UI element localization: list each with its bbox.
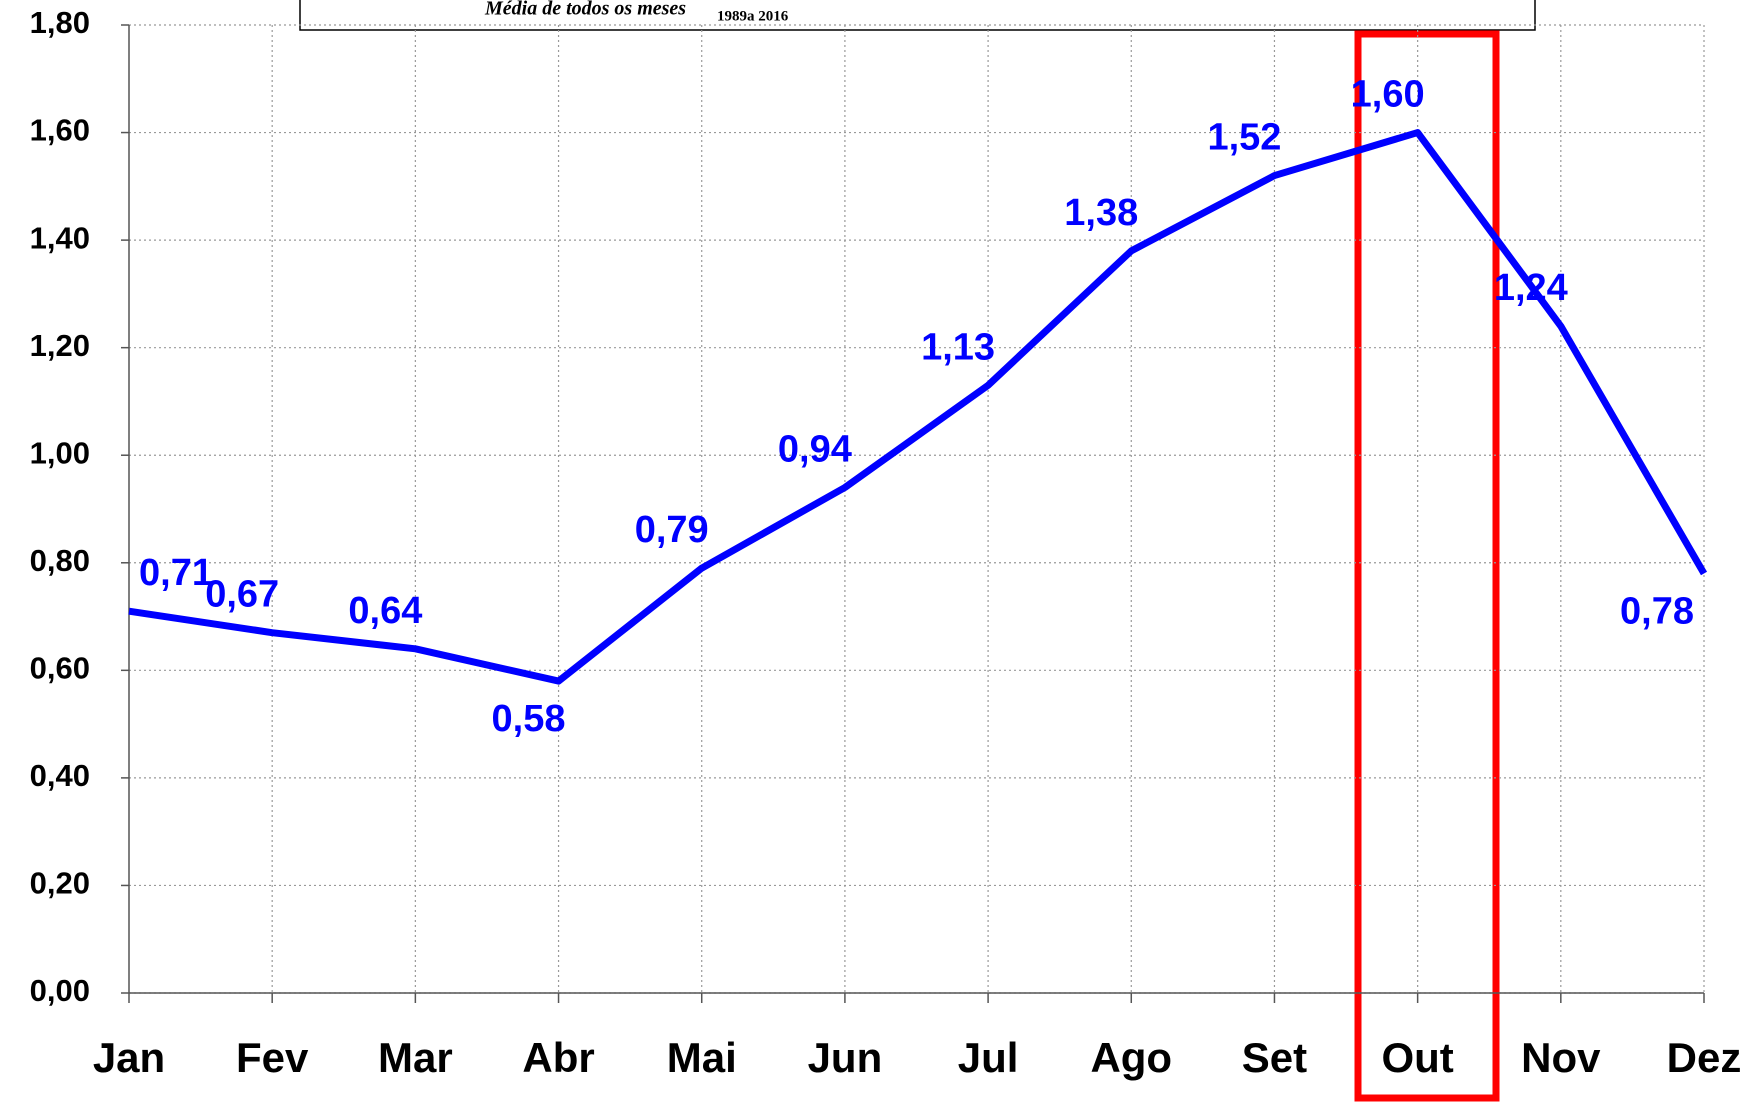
value-label: 0,58 [492,698,566,740]
x-tick-label: Nov [1521,1034,1601,1081]
value-label: 0,94 [778,429,852,471]
x-tick-label: Out [1381,1034,1453,1081]
x-tick-label: Jul [958,1034,1019,1081]
y-tick-label: 0,80 [30,543,90,578]
annotation-subscript: 1989a 2016 [717,8,789,24]
value-label: 0,78 [1620,591,1694,633]
y-tick-label: 0,60 [30,651,90,686]
x-tick-label: Jan [93,1034,165,1081]
x-tick-label: Mai [667,1034,737,1081]
value-label: 1,38 [1064,192,1138,234]
value-label: 1,52 [1207,117,1281,159]
value-label: 1,24 [1494,267,1568,309]
y-tick-label: 0,00 [30,973,90,1008]
x-tick-label: Fev [236,1034,309,1081]
y-tick-label: 1,60 [30,113,90,148]
x-tick-label: Ago [1090,1034,1172,1081]
value-label: 1,60 [1351,74,1425,116]
value-label: 0,71 [139,552,213,594]
annotation: Média de todos os meses [484,0,686,20]
value-label: 1,13 [921,326,995,368]
x-tick-label: Set [1242,1034,1307,1081]
y-tick-label: 1,00 [30,435,90,470]
line [128,129,1708,685]
y-tick-label: 0,40 [30,758,90,793]
y-tick-label: 1,80 [30,5,90,40]
x-tick-label: Mar [378,1034,453,1081]
x-tick-label: Jun [808,1034,883,1081]
y-tick-label: 0,20 [30,866,90,901]
value-label: 0,64 [348,590,422,632]
x-tick-label: Dez [1667,1034,1742,1081]
value-label: 0,67 [205,574,279,616]
x-tick-label: Abr [522,1034,594,1081]
highlight-box [1354,30,1500,1102]
value-label: 0,79 [635,509,709,551]
y-tick-label: 1,20 [30,328,90,363]
y-tick-label: 1,40 [30,220,90,255]
